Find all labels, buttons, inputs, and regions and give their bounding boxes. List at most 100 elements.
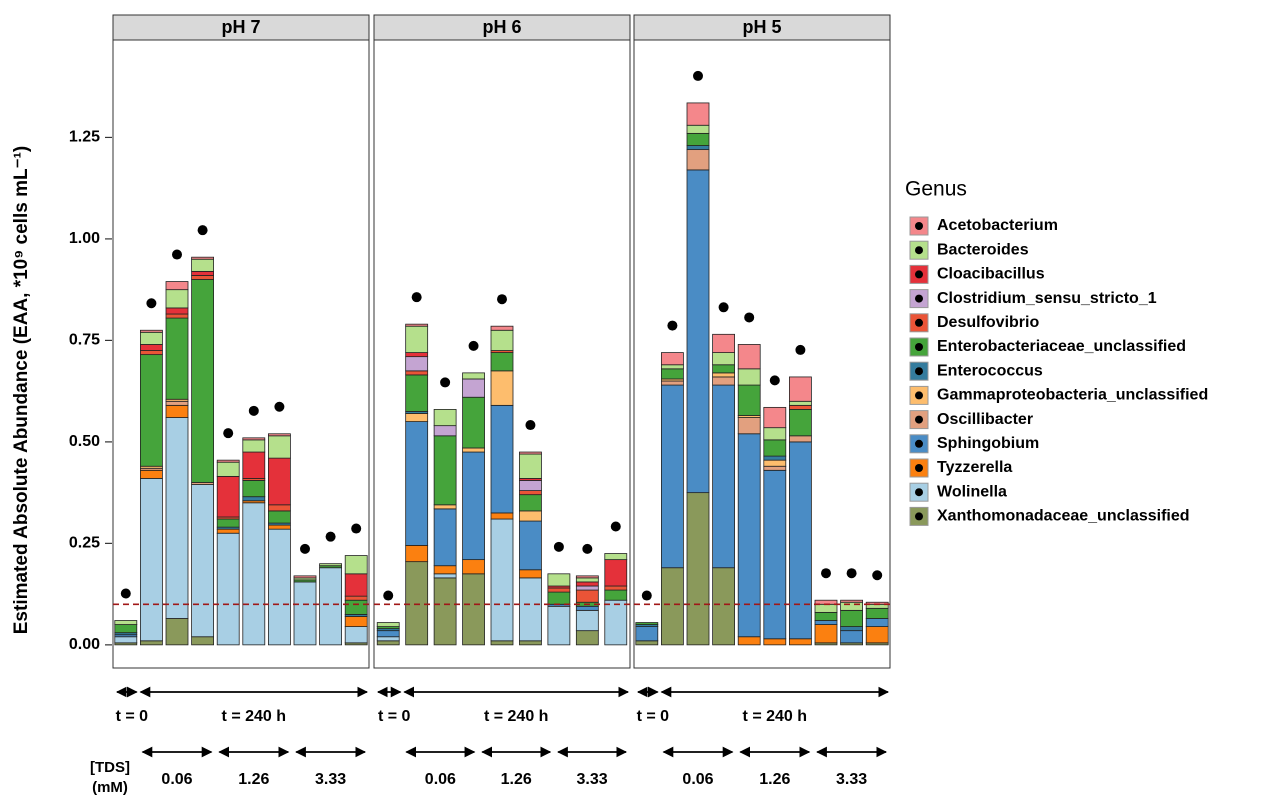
bar-segment [519,480,542,492]
bar-segment [344,595,368,601]
bar-segment [661,364,684,370]
bar-segment [433,435,457,506]
marker-dot [693,70,703,81]
bar-segment [814,603,838,613]
bar-segment [344,573,368,597]
bar-segment [604,599,628,646]
marker-dot [497,294,507,305]
bar-segment [462,447,485,453]
bar-segment [191,270,215,276]
time-label: t = 0 [378,708,411,725]
bar-segment [242,502,266,646]
tds-title: [TDS] [90,759,130,776]
marker-dot [120,588,131,599]
bar-segment [575,581,599,587]
time-label: t = 0 [637,708,670,725]
bar-segment [344,555,368,575]
bar-segment [139,350,163,356]
marker-dot [553,541,564,552]
bar-segment [267,524,291,530]
bar-segment [319,563,343,567]
bar-segment [490,329,514,351]
marker-dot [582,543,593,554]
bar-segment [462,396,485,449]
bar-segment [865,607,889,619]
bar-segment [405,325,429,353]
bar-segment [165,317,189,400]
bar-segment [165,289,189,309]
bar-segment [462,559,485,575]
marker-dot [872,570,883,581]
bar-segment [405,374,429,412]
legend-label: Cloacibacillus [937,266,1045,283]
bar-segment [763,638,787,646]
bar-segment [433,577,457,646]
bar-segment [462,378,485,398]
bar-segment [165,313,189,319]
tds-label: 3.33 [577,771,608,788]
panel-title: pH 6 [482,17,521,37]
legend-label: Enterobacteriaceae_unclassified [937,338,1186,355]
marker-dot [274,401,285,412]
bar-segment [405,421,429,546]
bar-segment [789,441,812,640]
bar-segment [216,461,240,477]
panel-title: pH 5 [742,17,781,37]
bar-segment [344,626,368,644]
bar-segment [604,585,628,591]
marker-dot [744,312,755,323]
bar-segment [433,508,457,567]
marker-dot [821,568,831,579]
bar-segment [519,453,542,479]
bar-segment [686,492,710,646]
bar-segment [490,352,514,372]
bar-segment [242,437,266,441]
bar-segment [165,281,189,291]
legend-dot [915,367,923,376]
bar-segment [712,372,735,378]
bar-segment [547,605,571,646]
bar-segment [462,372,485,380]
bar-segment [376,640,400,646]
bar-segment [635,640,659,646]
bar-segment [737,344,761,370]
legend-dot [915,391,923,400]
bar-segment [165,404,189,418]
bar-segment [267,457,291,506]
bar-segment [139,469,163,479]
legend-label: Enterococcus [937,362,1043,379]
tds-label: 1.26 [238,771,269,788]
bar-segment [191,256,215,260]
legend-label: Clostridium_sensu_stricto_1 [937,290,1157,307]
bar-segment [712,384,735,569]
bar-segment [840,630,863,644]
bar-segment [405,545,429,563]
bar-segment [712,376,735,386]
time-label: t = 240 h [484,708,548,725]
bar-segment [547,591,571,605]
legend-dot [915,343,923,351]
bar-segment [165,618,189,646]
bar-segment [519,569,542,579]
bar-segment [661,384,684,569]
bar-segment [405,323,429,327]
marker-dot [411,292,422,303]
bar-segment [267,433,291,437]
marker-dot [769,375,780,386]
marker-dot [846,568,857,579]
strip [633,14,891,41]
bar-segment [433,504,457,510]
y-tick-label: 0.25 [69,535,100,552]
legend-dot [915,512,923,521]
legend-label: Sphingobium [937,435,1039,452]
bar-segment [635,626,659,642]
legend-dot [915,464,923,472]
tds-label: 0.06 [161,771,192,788]
bar-segment [216,532,240,646]
legend-label: Tyzzerella [937,459,1012,476]
bar-segment [242,496,266,502]
legend-label: Desulfovibrio [937,314,1039,331]
bar-segment [319,567,343,646]
bar-segment [865,618,889,627]
